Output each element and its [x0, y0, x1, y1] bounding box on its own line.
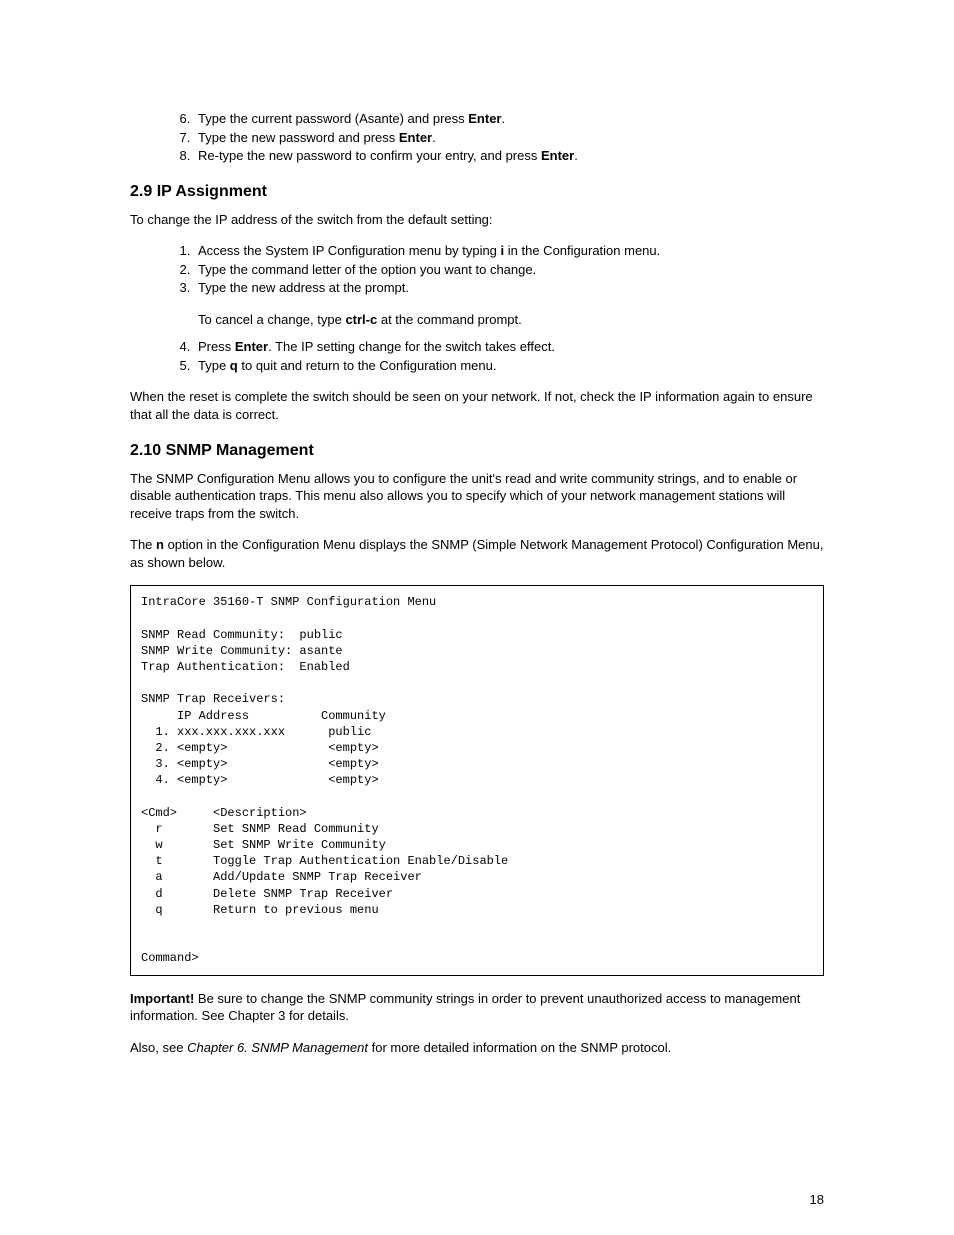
section2-p1: The SNMP Configuration Menu allows you t… — [130, 470, 824, 523]
step-text: Type the new password and press — [198, 130, 399, 145]
also-see: Also, see Chapter 6. SNMP Management for… — [130, 1039, 824, 1057]
list-item: Type the command letter of the option yo… — [194, 261, 824, 279]
step-text: Type — [198, 358, 230, 373]
bold-term: n — [156, 537, 164, 552]
step-text-post: . — [574, 148, 578, 163]
note-post: at the command prompt. — [377, 312, 522, 327]
list-item: Type the current password (Asante) and p… — [194, 110, 824, 128]
ip-steps-list-b: Press Enter. The IP setting change for t… — [130, 338, 824, 374]
password-steps-list: Type the current password (Asante) and p… — [130, 110, 824, 165]
section-heading-snmp: 2.10 SNMP Management — [130, 442, 824, 460]
bold-term: Enter — [399, 130, 432, 145]
bold-term: q — [230, 358, 238, 373]
chapter-ref: Chapter 6. SNMP Management — [187, 1040, 368, 1055]
section2-p2: The n option in the Configuration Menu d… — [130, 536, 824, 571]
important-label: Important! — [130, 991, 194, 1006]
bold-term: ctrl-c — [345, 312, 377, 327]
important-note: Important! Be sure to change the SNMP co… — [130, 990, 824, 1025]
list-item: Access the System IP Configuration menu … — [194, 242, 824, 260]
note-pre: To cancel a change, type — [198, 312, 345, 327]
bold-term: Enter — [468, 111, 501, 126]
important-text: Be sure to change the SNMP community str… — [130, 991, 800, 1024]
step-text: Access the System IP Configuration menu … — [198, 243, 501, 258]
snmp-terminal-output: IntraCore 35160-T SNMP Configuration Men… — [130, 585, 824, 975]
section1-outro: When the reset is complete the switch sh… — [130, 388, 824, 423]
step-text: Type the current password (Asante) and p… — [198, 111, 468, 126]
step-text-post: in the Configuration menu. — [504, 243, 660, 258]
step-text: Type the command letter of the option yo… — [198, 262, 536, 277]
step-text-post: to quit and return to the Configuration … — [238, 358, 497, 373]
section1-intro: To change the IP address of the switch f… — [130, 211, 824, 229]
list-item: Type the new password and press Enter. — [194, 129, 824, 147]
step-text-post: . — [501, 111, 505, 126]
step-text: Press — [198, 339, 235, 354]
p2-pre: The — [130, 537, 156, 552]
cancel-note: To cancel a change, type ctrl-c at the c… — [198, 311, 824, 329]
document-page: Type the current password (Asante) and p… — [0, 0, 954, 1235]
step-text: Type the new address at the prompt. — [198, 280, 409, 295]
step-text-post: . The IP setting change for the switch t… — [268, 339, 555, 354]
list-item: Re-type the new password to confirm your… — [194, 147, 824, 165]
bold-term: Enter — [235, 339, 268, 354]
list-item: Type q to quit and return to the Configu… — [194, 357, 824, 375]
p2-post: option in the Configuration Menu display… — [130, 537, 823, 570]
step-text-post: . — [432, 130, 436, 145]
list-item: Press Enter. The IP setting change for t… — [194, 338, 824, 356]
also-pre: Also, see — [130, 1040, 187, 1055]
list-item: Type the new address at the prompt. — [194, 279, 824, 297]
ip-steps-list-a: Access the System IP Configuration menu … — [130, 242, 824, 297]
step-text: Re-type the new password to confirm your… — [198, 148, 541, 163]
bold-term: Enter — [541, 148, 574, 163]
page-number: 18 — [810, 1192, 824, 1207]
section-heading-ip: 2.9 IP Assignment — [130, 183, 824, 201]
also-post: for more detailed information on the SNM… — [368, 1040, 671, 1055]
